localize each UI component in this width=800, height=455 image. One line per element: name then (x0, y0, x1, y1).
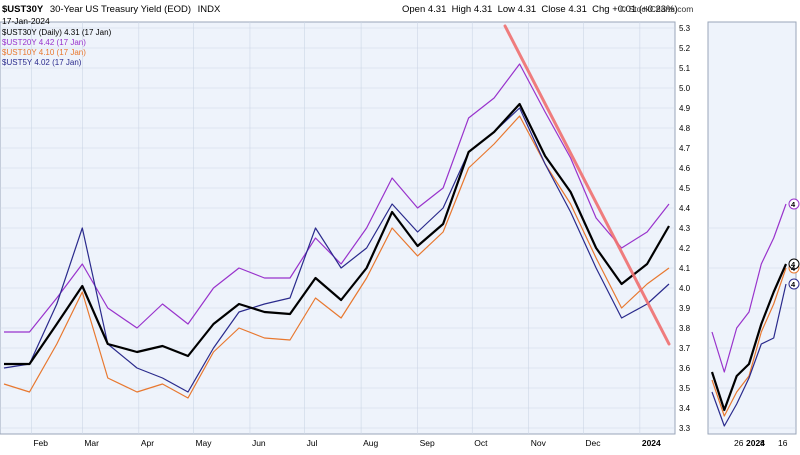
ohlc-text: Open 4.31 High 4.31 Low 4.31 Close 4.31 … (402, 4, 678, 15)
zoom-end-label: 4 (791, 280, 796, 289)
x-axis: Feb Mar Apr May Jun Jul Aug Sep Oct Nov Dec 2024 (33, 438, 661, 448)
watermark-text: © StockCharts.com (620, 4, 693, 14)
zoom-end-label: 4 (791, 264, 796, 273)
zoom-series-line-ust5y (711, 283, 787, 427)
x-tick-label: Sep (420, 438, 435, 448)
y-tick-label: 4.6 (679, 164, 691, 173)
y-tick-label: 4.7 (679, 144, 691, 153)
y-tick-label: 3.4 (679, 404, 691, 413)
y-tick-label: 5.1 (679, 64, 691, 73)
series-line-ust30y (4, 102, 670, 366)
y-tick-label: 4.3 (679, 224, 691, 233)
y-tick-label: 5.0 (679, 84, 691, 93)
x-tick-label: Apr (141, 438, 154, 448)
x-tick-label: 2024 (642, 438, 661, 448)
chart-header-left: $UST30Y 30-Year US Treasury Yield (EOD) … (2, 4, 221, 15)
y-tick-label: 3.9 (679, 304, 691, 313)
legend-entry: $UST30Y (Daily) 4.31 (17 Jan) (2, 28, 112, 37)
y-tick-label: 5.2 (679, 44, 691, 53)
y-tick-label: 3.8 (679, 324, 691, 333)
zoom-series-line-ust20y (711, 203, 787, 373)
x-tick-label: Feb (33, 438, 48, 448)
y-tick-label: 4.2 (679, 244, 691, 253)
annotation-layer (503, 24, 671, 346)
x-tick-label: Nov (531, 438, 547, 448)
zoom-end-marker (788, 198, 800, 210)
zoom-end-label: 4 (791, 200, 796, 209)
series-line-ust20y (4, 63, 670, 333)
zoom-x-tick-label: 2024 (746, 438, 765, 448)
date-text: 17-Jan-2024 (2, 16, 50, 26)
legend: $UST30Y (Daily) 4.31 (17 Jan)$UST20Y 4.4… (2, 28, 112, 67)
x-tick-label: Oct (474, 438, 488, 448)
y-tick-label: 3.3 (679, 424, 691, 433)
zoom-x-tick-label: 16 (778, 438, 788, 448)
y-tick-label: 4.0 (679, 284, 691, 293)
series-line-ust10y (3, 115, 670, 399)
y-tick-label: 4.1 (679, 264, 691, 273)
y-tick-label: 3.6 (679, 364, 691, 373)
legend-entry: $UST20Y 4.42 (17 Jan) (2, 38, 86, 47)
legend-entry: $UST5Y 4.02 (17 Jan) (2, 58, 82, 67)
y-tick-label: 4.8 (679, 124, 691, 133)
y-tick-label: 5.3 (679, 24, 691, 33)
zoom-series-line-ust30y (710, 263, 788, 412)
x-tick-label: Jul (307, 438, 318, 448)
zoom-end-marker (788, 278, 800, 290)
exchange-text: INDX (198, 4, 221, 15)
y-tick-label: 3.5 (679, 384, 691, 393)
y-tick-label: 4.5 (679, 184, 691, 193)
description-text: 30-Year US Treasury Yield (EOD) (50, 4, 191, 15)
series-layer (3, 63, 670, 399)
trendline-annotation (503, 24, 671, 346)
x-tick-label: Mar (84, 438, 99, 448)
x-tick-label: Dec (585, 438, 601, 448)
zoom-end-label: 4 (791, 260, 796, 269)
zoom-series-line-ust10y (711, 267, 787, 417)
y-axis: 3.3 3.4 3.5 3.6 3.7 3.8 3.9 4.0 4.1 4.2 4.3 4.4 4.5 4… (679, 24, 691, 433)
zoom-x-tick-label: 26 (734, 438, 744, 448)
zoom-series-layer (710, 203, 788, 427)
series-line-ust5y (3, 107, 670, 393)
legend-entry: $UST10Y 4.10 (17 Jan) (2, 48, 86, 57)
x-tick-label: Aug (363, 438, 378, 448)
zoom-x-tick-label: 8 (760, 438, 765, 448)
y-tick-label: 3.7 (679, 344, 691, 353)
grid-layer (0, 22, 796, 434)
y-tick-label: 4.9 (679, 104, 691, 113)
y-tick-label: 4.4 (679, 204, 691, 213)
x-tick-label: May (195, 438, 212, 448)
zoom-end-marker (788, 258, 800, 270)
x-tick-label: Jun (252, 438, 266, 448)
symbol-text: $UST30Y (2, 4, 44, 15)
